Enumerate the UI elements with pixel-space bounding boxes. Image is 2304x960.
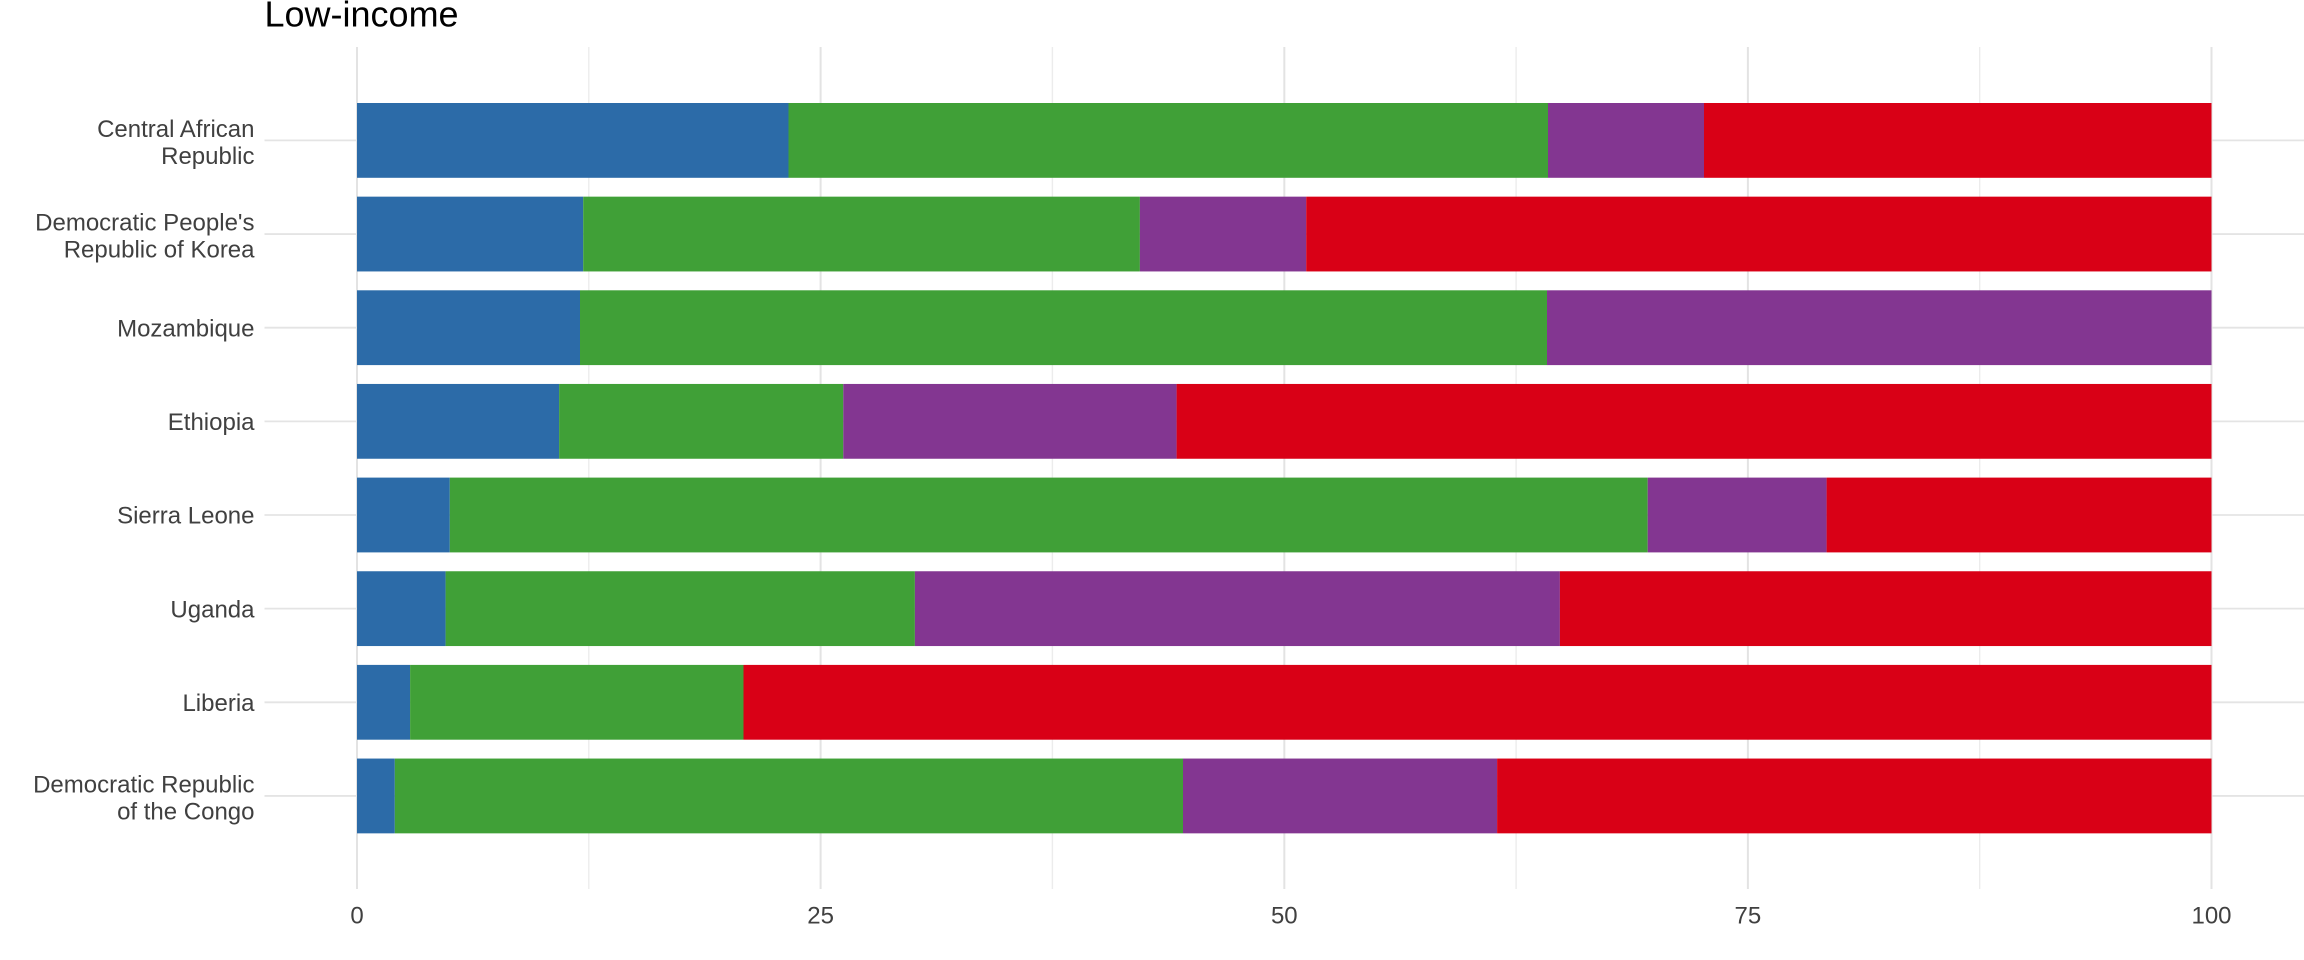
svg-text:0: 0 xyxy=(350,902,363,929)
svg-text:Uganda: Uganda xyxy=(170,596,255,623)
svg-text:25: 25 xyxy=(807,902,834,929)
svg-text:Ethiopia: Ethiopia xyxy=(168,409,255,436)
svg-text:Liberia: Liberia xyxy=(182,690,255,717)
svg-text:Republic of Korea: Republic of Korea xyxy=(64,236,255,263)
svg-text:of the Congo: of the Congo xyxy=(117,798,254,825)
svg-text:Republic: Republic xyxy=(161,143,254,170)
svg-text:100: 100 xyxy=(2191,902,2231,929)
svg-text:75: 75 xyxy=(1735,902,1762,929)
svg-text:Mozambique: Mozambique xyxy=(117,315,254,342)
svg-text:Low-income: Low-income xyxy=(265,0,459,35)
svg-text:50: 50 xyxy=(1271,902,1298,929)
svg-text:Democratic Republic: Democratic Republic xyxy=(33,771,254,798)
svg-text:Democratic People's: Democratic People's xyxy=(35,209,254,236)
svg-text:Central African: Central African xyxy=(97,116,254,143)
svg-text:Sierra Leone: Sierra Leone xyxy=(117,503,254,530)
